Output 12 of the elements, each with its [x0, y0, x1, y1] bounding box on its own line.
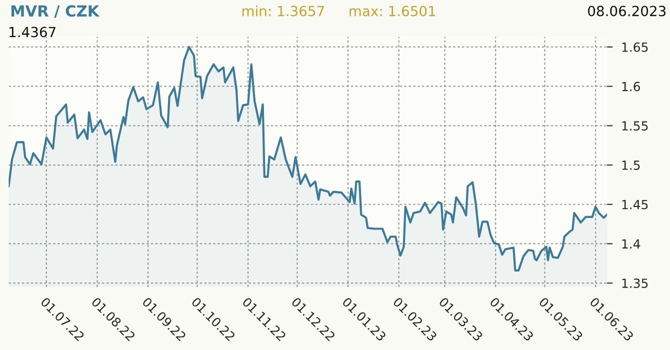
annotation: 1.4367 [10, 26, 56, 38]
y-tick-label: 1.45 [622, 200, 648, 210]
y-tick-label: 1.6 [622, 82, 640, 92]
text: min: 1.3657 [242, 6, 324, 16]
chart-title: MVR / CZK [11, 5, 100, 18]
y-tick-label: 1.35 [622, 278, 648, 288]
y-tick-label: 1.55 [622, 121, 648, 131]
y-tick-label: 1.5 [622, 160, 640, 170]
y-tick-label: 1.4 [622, 239, 640, 248]
text: max: 1.6501 [350, 6, 436, 16]
y-tick-label: 1.65 [622, 42, 648, 52]
text: 08.06.2023 [588, 6, 666, 16]
